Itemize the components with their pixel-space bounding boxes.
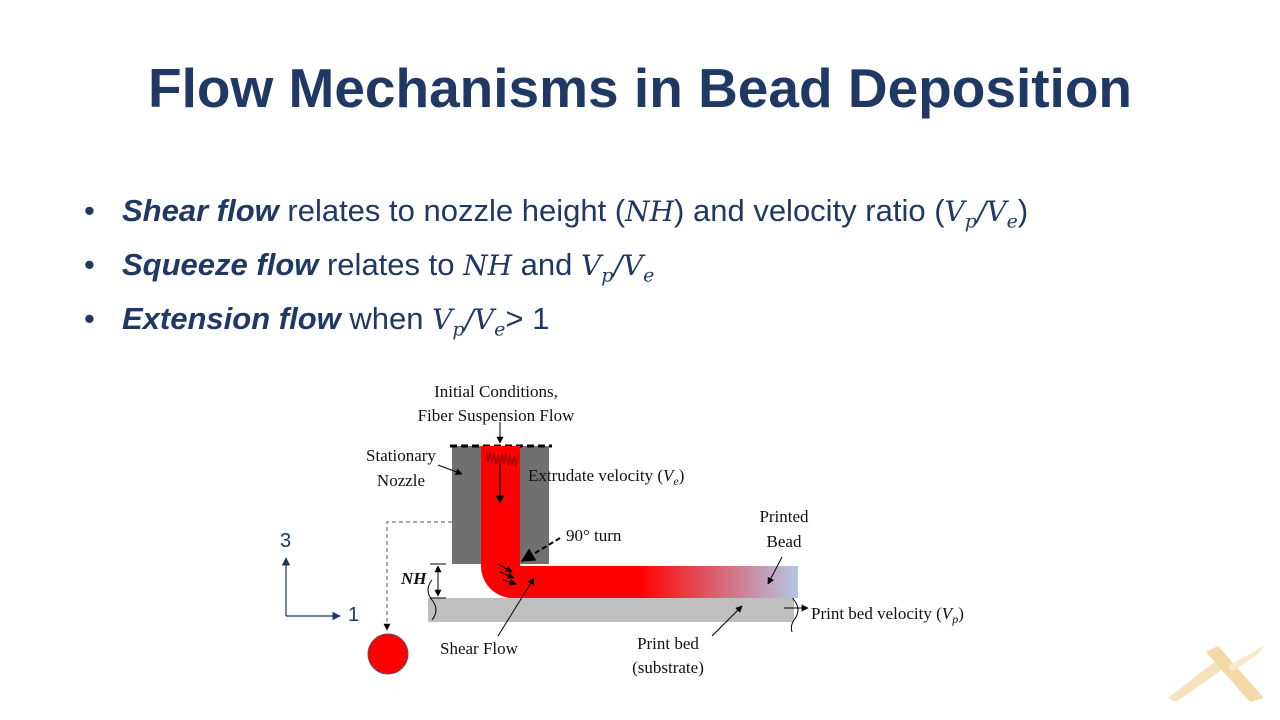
nh-label: NH [400,569,427,588]
printed-bead-arrow [767,556,783,585]
bullet-dot: • [84,301,95,336]
bullet-text: relates to [318,247,464,282]
bullet-text: ) and velocity ratio ( [674,193,945,228]
slide-title: Flow Mechanisms in Bead Deposition [147,57,1133,119]
substrate-label: (substrate) [632,658,704,677]
shear-flow-label: Shear Flow [440,639,519,658]
extrudate-velocity-label: Extrudate velocity (Ve) [528,466,684,488]
axis-3-label: 3 [280,530,291,552]
brand-logo-icon [1168,646,1264,702]
extrudate-flow [481,446,608,598]
bead-label: Bead [767,532,802,551]
initial-conditions-label: Initial Conditions, [434,382,558,401]
nozzle-label: Nozzle [377,471,425,490]
shear-flow-arrow [497,577,535,637]
math-velocity-ratio: Vp/Ve [432,303,506,341]
bullet-term: Squeeze flow [122,247,319,282]
print-bed-arrow [711,605,743,637]
bed-break-left [427,579,437,621]
stationary-label: Stationary [366,446,436,465]
turn-label: 90° turn [566,526,622,545]
bullet-text: when [340,301,433,336]
bullet-text: relates to nozzle height ( [278,193,626,228]
stationary-nozzle-arrow [437,464,463,476]
bullet-text: and [512,247,581,282]
print-bed [428,598,794,622]
cross-section-circle [367,633,409,675]
math-velocity-ratio: Vp/Ve [581,249,655,287]
bullet-term: Extension flow [122,301,341,336]
bullet-extension: • Extension flow when Vp/Ve> 1 [84,298,1028,352]
math-nh: NH [463,249,513,282]
nozzle-left-wall [452,446,481,564]
bullet-term: Shear flow [122,193,279,228]
shear-arrows [497,563,517,586]
print-bed-label: Print bed [637,634,699,653]
axis-1-label: 1 [348,604,359,626]
bullet-shear: • Shear flow relates to nozzle height (NH… [84,190,1028,244]
bullet-dot: • [84,193,95,228]
bullet-text: > 1 [505,301,550,336]
fiber-flow-label: Fiber Suspension Flow [418,406,576,425]
bullet-list: • Shear flow relates to nozzle height (NH… [84,190,1028,352]
bullet-text: ) [1017,193,1029,228]
math-velocity-ratio: Vp/Ve [944,195,1018,233]
bullet-dot: • [84,247,95,282]
nozzle-right-wall [520,446,549,564]
bullet-squeeze: • Squeeze flow relates to NH and Vp/Ve [84,244,1028,298]
printed-label: Printed [759,507,809,526]
math-nh: NH [625,195,675,228]
view-dashed-line [383,521,452,631]
fiber-squiggles [485,449,519,467]
print-bed-velocity-label: Print bed velocity (Vp) [811,604,964,626]
